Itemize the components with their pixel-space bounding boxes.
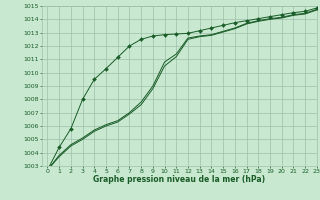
- X-axis label: Graphe pression niveau de la mer (hPa): Graphe pression niveau de la mer (hPa): [93, 175, 265, 184]
